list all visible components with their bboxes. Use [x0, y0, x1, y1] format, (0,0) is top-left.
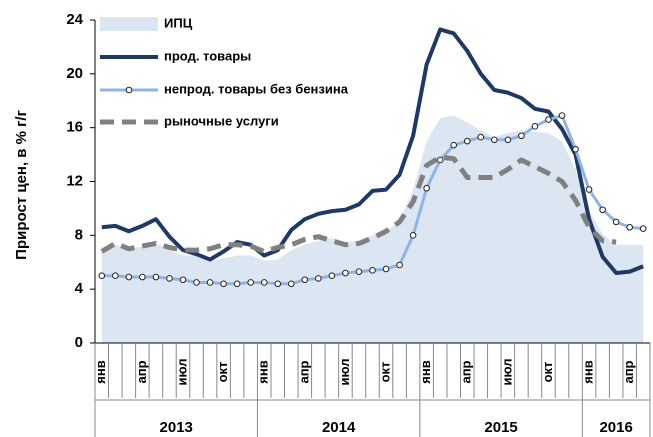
marker: [247, 279, 254, 286]
marker: [599, 206, 606, 214]
marker: [463, 137, 471, 145]
marker: [139, 273, 146, 281]
x-tick-label: июл: [337, 358, 352, 385]
year-label: 2015: [484, 419, 517, 436]
marker: [112, 272, 119, 280]
legend-label: непрод. товары без бензина: [164, 81, 349, 96]
x-tick-label: окт: [377, 362, 392, 383]
marker: [233, 280, 241, 288]
y-tick-label: 4: [75, 280, 84, 297]
y-axis-label: Прирост цен, в % г/г: [13, 110, 30, 260]
legend-label: прод. товары: [164, 48, 251, 63]
line: [100, 154, 617, 254]
marker: [355, 268, 363, 275]
legend-marker: [125, 86, 133, 94]
marker: [626, 223, 633, 231]
y-tick-label: 0: [75, 334, 83, 351]
x-tick-label: окт: [540, 362, 555, 383]
marker: [382, 265, 390, 273]
x-tick-label: янв: [581, 360, 596, 383]
year-label: 2016: [599, 419, 632, 436]
marker: [436, 156, 444, 164]
marker: [531, 123, 539, 130]
x-tick-label: янв: [418, 360, 433, 383]
marker: [450, 141, 458, 149]
area: [101, 115, 644, 343]
marker: [545, 116, 552, 123]
x-tick-label: июл: [174, 358, 189, 385]
marker: [206, 279, 214, 286]
marker: [504, 136, 512, 144]
marker: [274, 280, 282, 288]
marker: [301, 276, 309, 284]
x-tick-label: июл: [499, 358, 514, 385]
marker: [639, 225, 647, 232]
year-label: 2014: [322, 419, 356, 436]
y-tick-label: 16: [66, 119, 83, 136]
x-tick-label: апр: [621, 360, 636, 383]
y-tick-label: 20: [66, 65, 83, 82]
x-tick-label: апр: [459, 360, 474, 383]
y-tick-label: 24: [66, 11, 83, 28]
marker: [409, 232, 417, 239]
legend-swatch: [100, 17, 158, 31]
x-tick-label: апр: [134, 360, 149, 383]
x-tick-label: апр: [296, 360, 311, 383]
marker: [423, 184, 430, 192]
year-label: 2013: [160, 419, 193, 436]
marker: [260, 279, 268, 286]
x-tick-label: янв: [256, 360, 271, 383]
marker: [193, 279, 200, 286]
marker: [558, 112, 566, 119]
marker: [125, 273, 133, 281]
marker: [572, 145, 579, 153]
marker: [477, 133, 485, 141]
legend-label: рыночные услуги: [164, 113, 279, 128]
marker: [152, 273, 160, 281]
marker: [396, 261, 403, 269]
legend-label: ИПЦ: [164, 15, 193, 30]
marker: [220, 280, 227, 288]
y-tick-label: 12: [66, 172, 83, 189]
marker: [287, 280, 295, 288]
marker: [328, 272, 336, 280]
marker: [612, 218, 620, 226]
marker: [585, 186, 593, 193]
marker: [518, 132, 525, 140]
marker: [179, 276, 187, 284]
marker: [166, 275, 173, 282]
x-tick-label: янв: [93, 360, 108, 383]
marker: [369, 267, 376, 274]
marker: [491, 136, 498, 144]
x-tick-label: окт: [215, 362, 230, 383]
marker: [315, 275, 322, 282]
marker: [98, 272, 106, 280]
y-tick-label: 8: [75, 226, 83, 243]
marker: [342, 269, 349, 277]
